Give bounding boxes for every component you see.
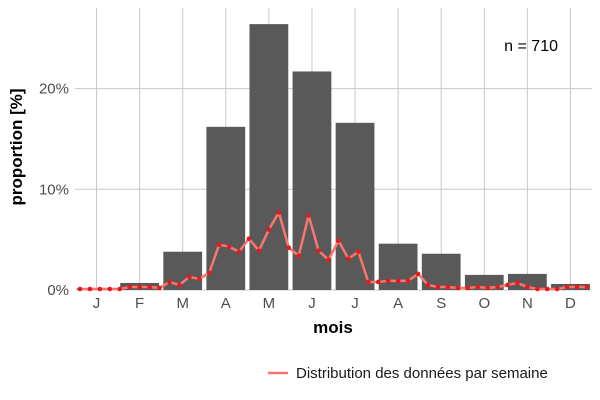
weekly-point — [465, 285, 471, 291]
weekly-point — [276, 210, 282, 215]
weekly-point — [554, 286, 560, 292]
weekly-point — [455, 285, 461, 291]
weekly-point — [256, 248, 262, 254]
weekly-point — [535, 286, 540, 292]
sample-size-annotation: n = 710 — [504, 38, 558, 55]
y-axis-title: proportion [%] — [7, 88, 26, 205]
weekly-point — [137, 284, 142, 290]
weekly-point — [216, 242, 222, 247]
weekly-point — [425, 282, 431, 288]
x-tick-label: M — [263, 295, 276, 312]
y-tick-label: 20% — [39, 81, 69, 98]
weekly-point — [435, 284, 441, 290]
weekly-point — [564, 284, 570, 290]
weekly-point — [167, 279, 172, 285]
weekly-point — [405, 278, 411, 284]
weekly-point — [87, 286, 93, 292]
bar-j-7 — [335, 122, 375, 290]
legend-label: Distribution des données par semaine — [296, 365, 548, 382]
weekly-point — [117, 286, 123, 292]
y-tick-label: 10% — [39, 181, 69, 198]
weekly-point — [544, 286, 550, 292]
weekly-point — [375, 279, 381, 285]
weekly-point — [525, 284, 530, 290]
weekly-point — [246, 236, 252, 241]
weekly-point — [584, 284, 590, 290]
weekly-point — [306, 213, 311, 218]
x-tick-label: O — [478, 295, 490, 312]
weekly-point — [206, 270, 212, 276]
x-axis-title: mois — [313, 318, 353, 337]
y-tick-label: 0% — [47, 282, 69, 299]
x-tick-label: D — [565, 295, 576, 312]
x-tick-label: J — [351, 295, 359, 312]
weekly-point — [385, 278, 391, 284]
weekly-point — [286, 245, 292, 250]
bar-n-11 — [507, 273, 547, 290]
weekly-point — [574, 284, 580, 290]
weekly-point — [107, 286, 113, 292]
weekly-point — [177, 282, 182, 288]
weekly-point — [445, 284, 451, 290]
weekly-line-path — [79, 211, 588, 291]
weekly-point — [505, 282, 510, 288]
x-tick-label: M — [176, 295, 189, 312]
weekly-point — [395, 278, 401, 284]
legend: Distribution des données par semaine — [268, 365, 548, 382]
weekly-point — [356, 249, 361, 255]
weekly-point — [157, 285, 162, 291]
weekly-series — [77, 210, 590, 292]
x-tick-label: N — [522, 295, 533, 312]
weekly-point — [236, 249, 242, 255]
weekly-point — [485, 285, 490, 291]
x-tick-label: F — [135, 295, 144, 312]
weekly-point — [336, 238, 341, 243]
bar-m-3 — [163, 251, 203, 290]
weekly-point — [296, 253, 302, 259]
x-tick-label: S — [436, 295, 446, 312]
weekly-point — [475, 284, 480, 290]
grid-lines — [75, 8, 592, 291]
weekly-point — [365, 279, 371, 285]
bar-m-5 — [249, 24, 289, 290]
weekly-point — [226, 244, 232, 249]
weekly-point — [77, 286, 83, 292]
weekly-point — [346, 256, 351, 262]
x-tick-label: J — [308, 295, 316, 312]
x-tick-label: A — [393, 295, 403, 312]
weekly-point — [316, 248, 321, 254]
weekly-point — [326, 257, 331, 263]
weekly-point — [495, 284, 500, 290]
weekly-point — [147, 284, 152, 290]
weekly-point — [187, 274, 192, 280]
weekly-point — [196, 276, 202, 282]
weekly-point — [266, 227, 272, 232]
weekly-point — [127, 284, 132, 290]
y-tick-labels: 0% 10% 20% — [39, 81, 69, 299]
weekly-point — [515, 280, 520, 286]
weekly-point — [97, 286, 103, 292]
x-tick-label: A — [221, 295, 231, 312]
weekly-point — [415, 271, 421, 277]
x-tick-label: J — [93, 295, 101, 312]
